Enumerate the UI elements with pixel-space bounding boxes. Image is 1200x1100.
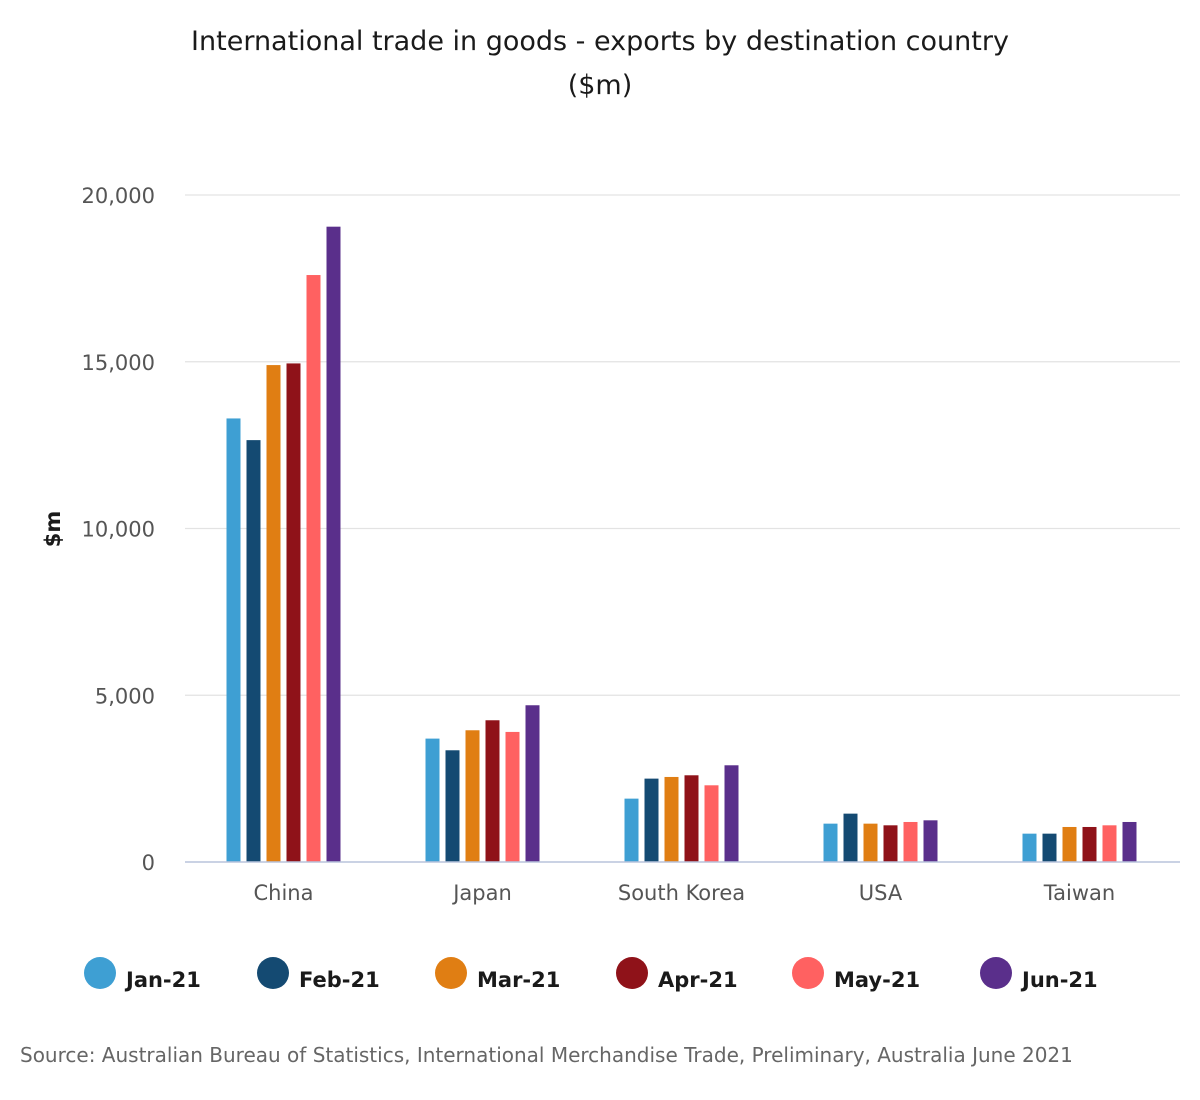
legend-label: Apr-21 — [658, 968, 738, 992]
legend-item-jun-21[interactable]: Jun-21 — [980, 957, 1098, 992]
bar-usa-apr-21 — [883, 825, 898, 862]
legend-swatch-icon — [980, 957, 1012, 989]
legend-item-mar-21[interactable]: Mar-21 — [435, 957, 560, 992]
legend-item-apr-21[interactable]: Apr-21 — [616, 957, 738, 992]
gridlines — [185, 194, 1180, 696]
bar-china-may-21 — [306, 275, 321, 862]
bar-taiwan-may-21 — [1102, 825, 1117, 862]
bar-china-jan-21 — [226, 418, 241, 862]
bar-south-korea-jun-21 — [724, 765, 739, 862]
y-tick-label: 5,000 — [95, 684, 155, 708]
bar-south-korea-apr-21 — [684, 775, 699, 862]
legend-swatch-icon — [616, 957, 648, 989]
bar-taiwan-feb-21 — [1042, 833, 1057, 862]
y-tick-label: 10,000 — [82, 518, 155, 542]
legend-label: Jun-21 — [1020, 968, 1098, 992]
x-tick-label: USA — [859, 881, 903, 905]
legend-item-may-21[interactable]: May-21 — [792, 957, 920, 992]
legend-label: Feb-21 — [299, 968, 380, 992]
bar-china-mar-21 — [266, 365, 281, 862]
legend-item-jan-21[interactable]: Jan-21 — [84, 957, 201, 992]
bar-japan-mar-21 — [465, 730, 480, 862]
legend-item-feb-21[interactable]: Feb-21 — [257, 957, 380, 992]
bar-china-apr-21 — [286, 363, 301, 862]
bar-china-feb-21 — [246, 440, 261, 862]
bar-japan-apr-21 — [485, 720, 500, 862]
x-tick-label: Japan — [451, 881, 512, 905]
legend-swatch-icon — [257, 957, 289, 989]
bar-usa-mar-21 — [863, 823, 878, 862]
legend-swatch-icon — [792, 957, 824, 989]
bar-south-korea-jan-21 — [624, 798, 639, 862]
source-note: Source: Australian Bureau of Statistics,… — [20, 1043, 1073, 1067]
y-tick-label: 20,000 — [82, 184, 155, 208]
bar-taiwan-apr-21 — [1082, 826, 1097, 862]
bar-usa-may-21 — [903, 821, 918, 862]
x-tick-label: South Korea — [618, 881, 745, 905]
bar-south-korea-may-21 — [704, 785, 719, 862]
bar-japan-jan-21 — [425, 738, 440, 862]
bar-usa-feb-21 — [843, 813, 858, 862]
bar-taiwan-jun-21 — [1122, 821, 1137, 862]
legend-label: Mar-21 — [477, 968, 560, 992]
legend: Jan-21 Feb-21 Mar-21 Apr-21 May-21 Jun-21 — [84, 957, 1098, 992]
legend-swatch-icon — [84, 957, 116, 989]
x-tick-labels: China Japan South Korea USA Taiwan — [254, 881, 1116, 905]
chart-subtitle: ($m) — [568, 70, 633, 101]
legend-swatch-icon — [435, 957, 467, 989]
bars — [226, 226, 1137, 862]
bar-taiwan-jan-21 — [1022, 833, 1037, 862]
y-tick-label: 0 — [142, 851, 155, 875]
bar-south-korea-mar-21 — [664, 776, 679, 862]
y-tick-label: 15,000 — [82, 351, 155, 375]
chart-title: International trade in goods - exports b… — [191, 26, 1009, 57]
bar-china-jun-21 — [326, 226, 341, 862]
bar-japan-may-21 — [505, 731, 520, 862]
y-tick-labels: 0 5,000 10,000 15,000 20,000 — [82, 184, 155, 875]
x-tick-label: China — [254, 881, 314, 905]
bar-japan-feb-21 — [445, 750, 460, 862]
x-tick-label: Taiwan — [1043, 881, 1115, 905]
bar-taiwan-mar-21 — [1062, 826, 1077, 862]
legend-label: May-21 — [834, 968, 920, 992]
bar-usa-jan-21 — [823, 823, 838, 862]
bar-south-korea-feb-21 — [644, 778, 659, 862]
legend-label: Jan-21 — [124, 968, 201, 992]
bar-japan-jun-21 — [525, 705, 540, 862]
y-axis-label: $m — [41, 511, 65, 548]
bar-usa-jun-21 — [923, 820, 938, 862]
